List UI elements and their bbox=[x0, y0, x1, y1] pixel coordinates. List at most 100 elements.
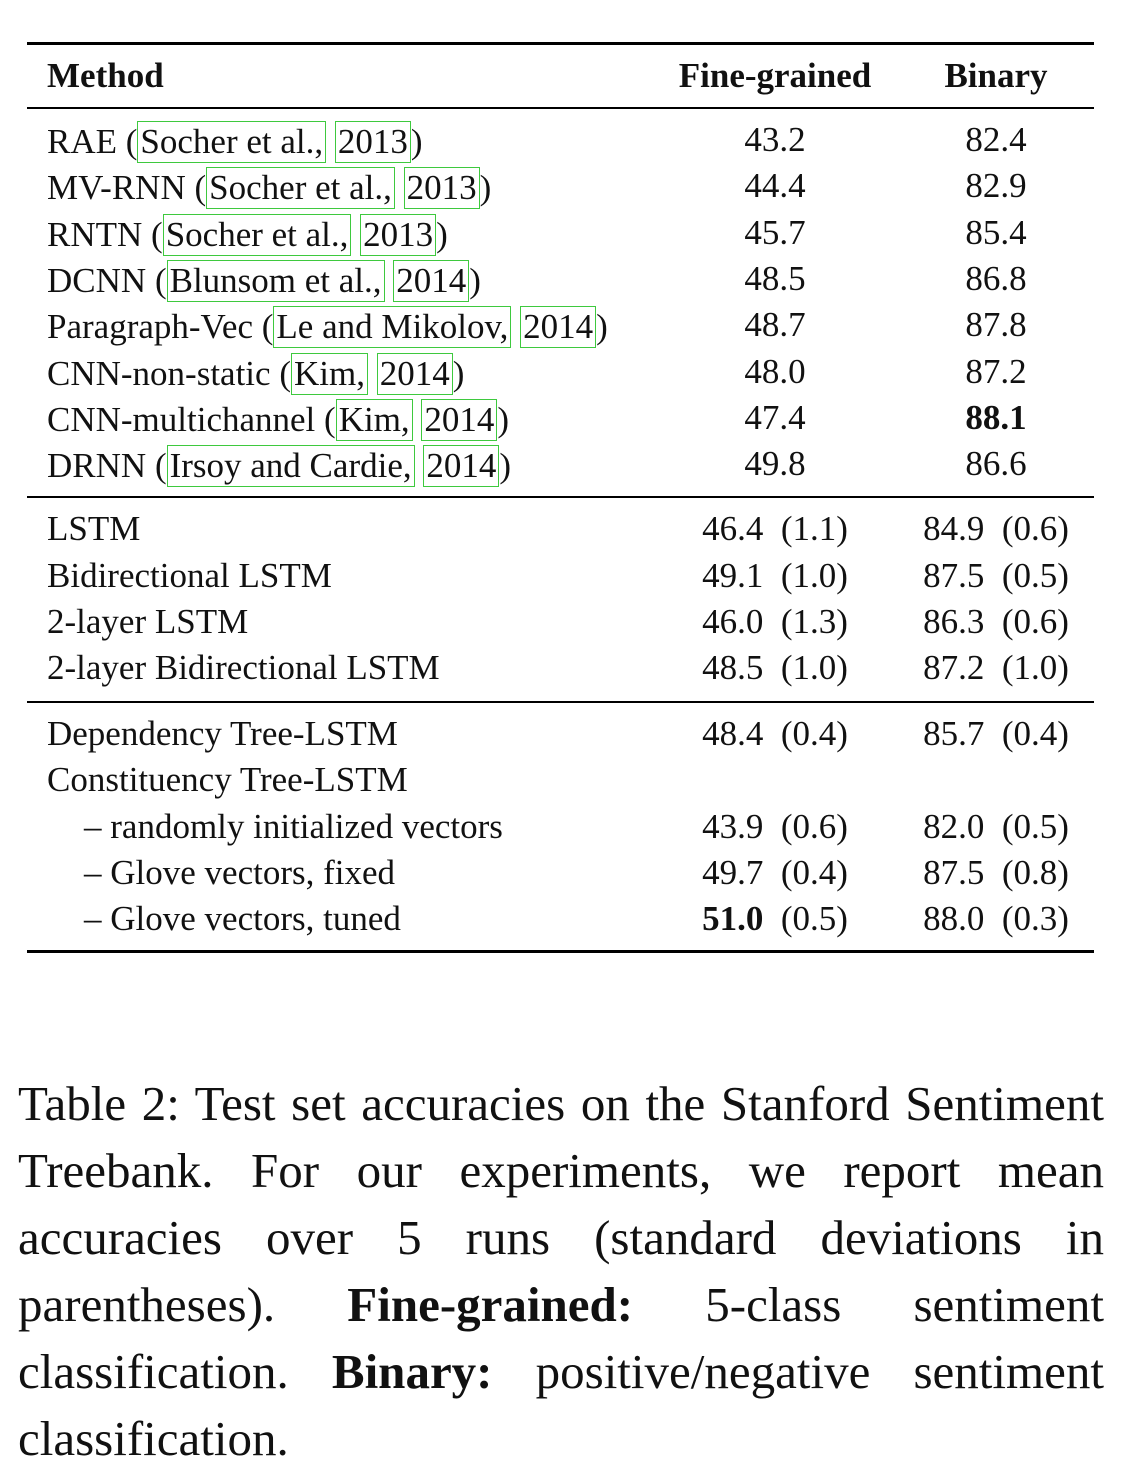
method-name: RNTN bbox=[47, 215, 143, 254]
binary-value: 82.9 bbox=[965, 166, 1027, 205]
binary-value: 82.0 bbox=[923, 807, 985, 846]
fine-grained-sd: (0.6) bbox=[780, 807, 848, 846]
header-method: Method bbox=[47, 56, 164, 95]
method-variant-name: – Glove vectors, tuned bbox=[84, 899, 401, 938]
fine-grained-value: 45.7 bbox=[744, 213, 806, 252]
header-binary: Binary bbox=[944, 56, 1048, 95]
binary-value: 86.8 bbox=[965, 259, 1027, 298]
citation-link[interactable]: Le and Mikolov, bbox=[273, 306, 512, 348]
citation-year-link[interactable]: 2013 bbox=[360, 214, 437, 256]
citation-year-link[interactable]: 2014 bbox=[393, 260, 470, 302]
citation-year-link[interactable]: 2013 bbox=[334, 121, 411, 163]
table-row: Dependency Tree-LSTM 48.4 (0.4) 85.7 (0.… bbox=[0, 711, 1122, 757]
citation-year-link[interactable]: 2014 bbox=[520, 306, 597, 348]
citation-link[interactable]: Socher et al., bbox=[162, 214, 352, 256]
binary-value: 87.5 bbox=[923, 556, 985, 595]
fine-grained-sd: (0.5) bbox=[780, 899, 848, 938]
method-name: Bidirectional LSTM bbox=[47, 556, 332, 595]
table-row: Paragraph-Vec (Le and Mikolov, 2014) 48.… bbox=[0, 302, 1122, 348]
group-rule bbox=[27, 701, 1094, 703]
method-name: 2-layer LSTM bbox=[47, 602, 249, 641]
method-name: 2-layer Bidirectional LSTM bbox=[47, 648, 440, 687]
table-caption: Table 2: Test set accuracies on the Stan… bbox=[18, 1070, 1104, 1472]
fine-grained-value: 49.7 bbox=[702, 853, 764, 892]
header-rule bbox=[27, 107, 1094, 109]
fine-grained-sd: (0.4) bbox=[780, 714, 848, 753]
method-name: RAE bbox=[47, 122, 117, 161]
table-row: Bidirectional LSTM 49.1 (1.0) 87.5 (0.5) bbox=[0, 553, 1122, 599]
fine-grained-value: 47.4 bbox=[744, 398, 806, 437]
fine-grained-sd: (0.4) bbox=[780, 853, 848, 892]
citation-year-link[interactable]: 2014 bbox=[376, 353, 453, 395]
citation-year-link[interactable]: 2014 bbox=[421, 399, 498, 441]
binary-sd: (0.4) bbox=[1001, 714, 1069, 753]
fine-grained-value: 48.0 bbox=[744, 352, 806, 391]
fine-grained-value-best: 51.0 bbox=[702, 899, 764, 938]
method-name: DRNN bbox=[47, 446, 147, 485]
caption-text: 5-class sentiment classification. bbox=[18, 1277, 1104, 1399]
binary-value: 86.6 bbox=[965, 444, 1027, 483]
citation-link[interactable]: Kim, bbox=[290, 353, 368, 395]
fine-grained-value: 43.9 bbox=[702, 807, 764, 846]
table-row: LSTM 46.4 (1.1) 84.9 (0.6) bbox=[0, 506, 1122, 552]
fine-grained-value: 48.5 bbox=[744, 259, 806, 298]
header-row: Method Fine-grained Binary bbox=[0, 53, 1122, 99]
binary-value: 84.9 bbox=[923, 509, 985, 548]
binary-value: 88.0 bbox=[923, 899, 985, 938]
method-name: Dependency Tree-LSTM bbox=[47, 714, 398, 753]
binary-sd: (1.0) bbox=[1001, 648, 1069, 687]
table-row: Constituency Tree-LSTM bbox=[0, 757, 1122, 803]
table-row: DCNN (Blunsom et al., 2014) 48.5 86.8 bbox=[0, 256, 1122, 302]
fine-grained-sd: (1.3) bbox=[780, 602, 848, 641]
fine-grained-value: 46.0 bbox=[702, 602, 764, 641]
citation-link[interactable]: Socher et al., bbox=[206, 167, 395, 209]
table-row: MV-RNN (Socher et al., 2013) 44.4 82.9 bbox=[0, 163, 1122, 209]
binary-value: 87.2 bbox=[965, 352, 1027, 391]
caption-binary-term: Binary: bbox=[331, 1344, 493, 1399]
table-row: – Glove vectors, tuned 51.0 (0.5) 88.0 (… bbox=[0, 896, 1122, 942]
binary-sd: (0.6) bbox=[1001, 602, 1069, 641]
binary-sd: (0.5) bbox=[1001, 556, 1069, 595]
method-name: DCNN bbox=[47, 261, 147, 300]
citation-year-link[interactable]: 2013 bbox=[403, 167, 480, 209]
table-row: – Glove vectors, fixed 49.7 (0.4) 87.5 (… bbox=[0, 850, 1122, 896]
top-rule bbox=[27, 42, 1094, 45]
method-variant-name: – randomly initialized vectors bbox=[84, 807, 503, 846]
fine-grained-value: 48.7 bbox=[744, 305, 806, 344]
table-row: – randomly initialized vectors 43.9 (0.6… bbox=[0, 804, 1122, 850]
caption-text: Table 2: Test set accuracies on the Stan… bbox=[18, 1076, 1104, 1332]
binary-value: 85.7 bbox=[923, 714, 985, 753]
fine-grained-value: 49.1 bbox=[702, 556, 764, 595]
table-row: CNN-non-static (Kim, 2014) 48.0 87.2 bbox=[0, 349, 1122, 395]
citation-link[interactable]: Irsoy and Cardie, bbox=[166, 445, 415, 487]
binary-value: 85.4 bbox=[965, 213, 1027, 252]
table-row: RAE (Socher et al., 2013) 43.2 82.4 bbox=[0, 117, 1122, 163]
binary-value: 87.2 bbox=[923, 648, 985, 687]
citation-link[interactable]: Blunsom et al., bbox=[166, 260, 385, 302]
fine-grained-sd: (1.0) bbox=[780, 648, 848, 687]
binary-value-best: 88.1 bbox=[965, 398, 1027, 437]
method-name: MV-RNN bbox=[47, 168, 186, 207]
binary-value: 82.4 bbox=[965, 120, 1027, 159]
citation-link[interactable]: Socher et al., bbox=[137, 121, 327, 163]
method-name: Paragraph-Vec bbox=[47, 307, 254, 346]
binary-sd: (0.8) bbox=[1001, 853, 1069, 892]
fine-grained-sd: (1.0) bbox=[780, 556, 848, 595]
fine-grained-sd: (1.1) bbox=[780, 509, 848, 548]
method-name: CNN-non-static bbox=[47, 354, 271, 393]
header-fine-grained: Fine-grained bbox=[678, 56, 872, 95]
table-row: DRNN (Irsoy and Cardie, 2014) 49.8 86.6 bbox=[0, 441, 1122, 487]
fine-grained-value: 48.5 bbox=[702, 648, 764, 687]
table-row: CNN-multichannel (Kim, 2014) 47.4 88.1 bbox=[0, 395, 1122, 441]
method-name: LSTM bbox=[47, 509, 141, 548]
fine-grained-value: 43.2 bbox=[744, 120, 806, 159]
binary-sd: (0.3) bbox=[1001, 899, 1069, 938]
table-row: RNTN (Socher et al., 2013) 45.7 85.4 bbox=[0, 210, 1122, 256]
citation-link[interactable]: Kim, bbox=[335, 399, 413, 441]
fine-grained-value: 49.8 bbox=[744, 444, 806, 483]
fine-grained-value: 48.4 bbox=[702, 714, 764, 753]
citation-year-link[interactable]: 2014 bbox=[423, 445, 500, 487]
binary-value: 87.8 bbox=[965, 305, 1027, 344]
fine-grained-value: 46.4 bbox=[702, 509, 764, 548]
binary-sd: (0.5) bbox=[1001, 807, 1069, 846]
